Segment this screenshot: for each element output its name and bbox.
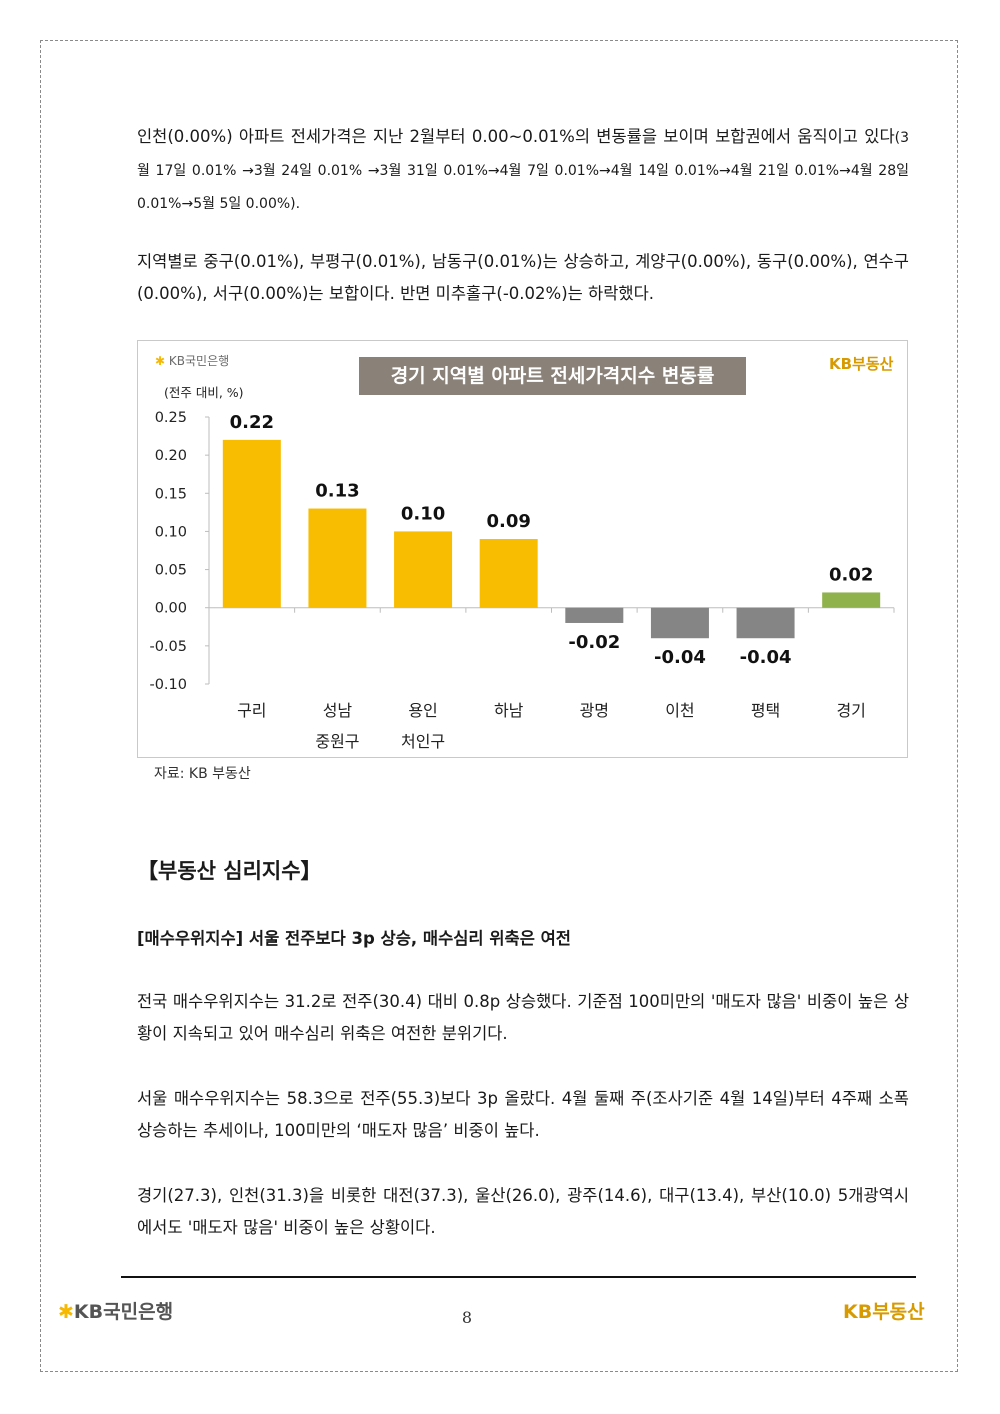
- data-label: -0.02: [568, 632, 620, 653]
- footer-brand-label: KB부동산: [843, 1301, 925, 1323]
- paragraph-incheon-detail: (3월 17일 0.01% →3월 24일 0.01% →3월 31일 0.01…: [137, 130, 909, 212]
- paragraph-regions: 지역별로 중구(0.01%), 부평구(0.01%), 남동구(0.01%)는 …: [137, 252, 909, 303]
- x-category-label: 하남: [494, 701, 524, 720]
- x-category-label: 이천: [665, 701, 694, 720]
- y-tick-label: -0.05: [149, 639, 187, 655]
- footer-divider: [121, 1276, 916, 1278]
- y-tick-label: 0.05: [155, 563, 187, 579]
- paragraph-seoul-index: 서울 매수우위지수는 58.3으로 전주(55.3)보다 3p 올랐다. 4월 …: [137, 1089, 909, 1140]
- data-label: 0.09: [486, 511, 530, 532]
- bar: [736, 607, 795, 639]
- y-tick-label: 0.00: [155, 601, 187, 617]
- data-label: -0.04: [740, 647, 792, 668]
- kb-star-icon: ✱: [58, 1301, 74, 1323]
- chart-unit-label: (전주 대비, %): [164, 385, 244, 400]
- chart-kb-bank-label: KB국민은행: [168, 354, 230, 368]
- bar: [565, 607, 624, 623]
- bar: [479, 539, 538, 608]
- chart-kb-bank-logo: ✱ KB국민은행: [155, 352, 229, 369]
- section-title: 【부동산 심리지수】: [137, 859, 322, 883]
- kb-star-icon: ✱: [155, 354, 166, 368]
- paragraph-metro-index: 경기(27.3), 인천(31.3)을 비롯한 대전(37.3), 울산(26.…: [137, 1186, 909, 1237]
- data-label: 0.13: [315, 481, 359, 502]
- x-category-label: 성남: [323, 701, 353, 720]
- y-tick-label: 0.25: [155, 410, 187, 426]
- x-category-label: 경기: [836, 701, 865, 720]
- x-category-label: 중원구: [315, 732, 359, 751]
- bar: [308, 508, 367, 608]
- footer-bank-label: KB국민은행: [73, 1301, 174, 1323]
- data-label: 0.02: [829, 564, 873, 585]
- y-tick-label: 0.10: [155, 524, 187, 540]
- bar: [650, 607, 709, 639]
- chart-title: 경기 지역별 아파트 전세가격지수 변동률: [359, 357, 746, 395]
- y-tick-label: 0.15: [155, 486, 187, 502]
- footer-bank-logo: ✱KB국민은행: [58, 1297, 173, 1324]
- bar: [822, 592, 881, 608]
- paragraph-national-index: 전국 매수우위지수는 31.2로 전주(30.4) 대비 0.8p 상승했다. …: [137, 992, 909, 1043]
- x-category-label: 구리: [237, 701, 266, 720]
- x-category-label: 처인구: [401, 732, 445, 751]
- x-category-label: 평택: [751, 701, 780, 720]
- bar: [394, 531, 453, 608]
- y-tick-label: 0.20: [155, 448, 187, 464]
- bar: [222, 439, 281, 608]
- data-label: -0.04: [654, 647, 706, 668]
- x-category-label: 용인: [408, 701, 437, 720]
- y-tick-label: -0.10: [149, 677, 187, 693]
- data-label: 0.22: [230, 412, 274, 433]
- chart-source: 자료: KB 부동산: [154, 766, 251, 782]
- paragraph-incheon-main: 인천(0.00%) 아파트 전세가격은 지난 2월부터 0.00~0.01%의 …: [137, 127, 895, 146]
- paragraph-incheon: 인천(0.00%) 아파트 전세가격은 지난 2월부터 0.00~0.01%의 …: [137, 121, 909, 220]
- page-number: 8: [461, 1308, 473, 1327]
- section-subhead: [매수우위지수] 서울 전주보다 3p 상승, 매수심리 위축은 여전: [137, 929, 571, 948]
- data-label: 0.10: [401, 503, 445, 524]
- x-category-label: 광명: [580, 701, 609, 720]
- bar-chart: 0.25 0.20 0.15 0.10 0.05 0.00 -0.05 -0.10 0.22 구리…: [149, 410, 895, 751]
- page-frame: [40, 40, 958, 1372]
- chart-brand-label: KB부동산: [829, 355, 894, 373]
